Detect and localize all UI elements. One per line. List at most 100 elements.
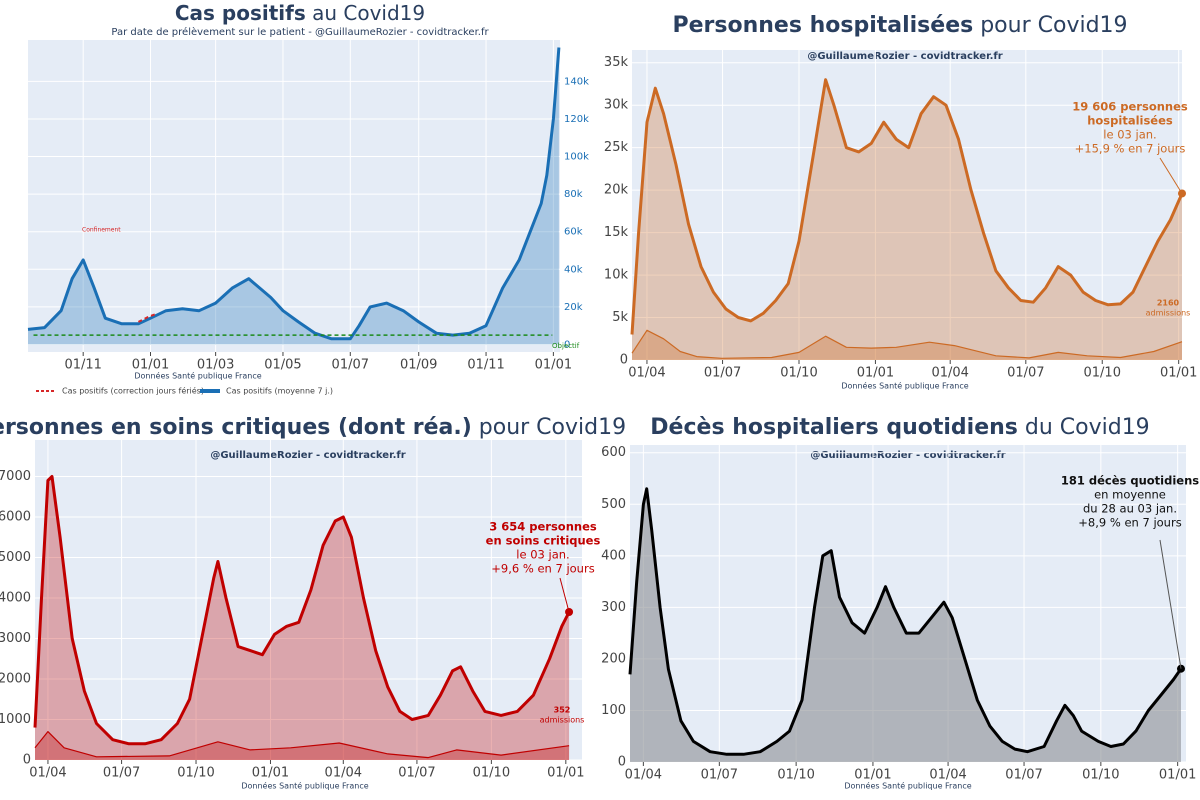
- source: Données Santé publique France: [241, 781, 368, 791]
- y-tick-label: 400: [601, 548, 626, 563]
- y-tick-label: 60k: [564, 227, 583, 238]
- x-tick-label: 01/04: [628, 366, 665, 381]
- annotation: Objectif: [552, 342, 580, 350]
- title-rest: au Covid19: [306, 1, 425, 25]
- x-tick-label: 01/11: [467, 358, 504, 373]
- title-bold: Cas positifs: [175, 1, 306, 25]
- x-tick-label: 01/07: [398, 766, 435, 781]
- y-tick-label: 20k: [604, 183, 629, 198]
- x-tick-label: 01/07: [1005, 768, 1042, 783]
- y-tick-label: 200: [601, 651, 626, 666]
- y-tick-label: 3000: [0, 631, 31, 646]
- annotation: du 28 au 03 jan.: [1083, 502, 1177, 516]
- annotation: le 03 jan.: [1103, 128, 1156, 142]
- title-bold: Personnes hospitalisées: [672, 13, 973, 38]
- legend-label: Cas positifs (moyenne 7 j.): [226, 387, 333, 396]
- title-bold: Décès hospitaliers quotidiens: [650, 415, 1018, 440]
- annotation: en moyenne: [1094, 488, 1166, 502]
- title-rest: pour Covid19: [973, 13, 1127, 38]
- x-tick-label: 01/07: [103, 766, 140, 781]
- annotation: hospitalisées: [1087, 114, 1173, 128]
- chart-title: Personnes en soins critiques (dont réa.)…: [0, 415, 626, 440]
- y-tick-label: 4000: [0, 590, 31, 605]
- annotation: +8,9 % en 7 jours: [1078, 516, 1181, 530]
- source: Données Santé publique France: [841, 381, 968, 391]
- y-tick-label: 500: [601, 497, 626, 512]
- annotation: 3 654 personnes: [489, 520, 597, 534]
- plot-background: [28, 40, 560, 352]
- x-tick-label: 01/07: [704, 366, 741, 381]
- x-tick-label: 01/10: [777, 768, 814, 783]
- x-tick-label: 01/07: [1007, 366, 1044, 381]
- admissions-label: admissions: [540, 716, 585, 725]
- x-tick-label: 01/01: [857, 366, 894, 381]
- x-tick-label: 01/10: [780, 366, 817, 381]
- y-tick-label: 120k: [564, 114, 589, 125]
- line: [34, 731, 570, 759]
- y-tick-label: 10k: [604, 268, 629, 283]
- y-tick-label: 0: [23, 753, 31, 768]
- x-tick-label: 01/01: [535, 358, 572, 373]
- x-tick-label: 01/10: [473, 766, 510, 781]
- title-rest: du Covid19: [1018, 415, 1150, 440]
- y-tick-label: 7000: [0, 469, 31, 484]
- y-tick-label: 5k: [612, 310, 628, 325]
- subtitle: @GuillaumeRozier - covidtracker.fr: [210, 450, 405, 461]
- line: [137, 313, 156, 323]
- x-tick-label: 01/10: [1084, 366, 1121, 381]
- x-tick-label: 01/10: [1082, 768, 1119, 783]
- annotation: +15,9 % en 7 jours: [1075, 142, 1186, 156]
- y-tick-label: 25k: [604, 140, 629, 155]
- x-tick-label: 01/01: [854, 768, 891, 783]
- annotation-arrow: [1159, 539, 1182, 669]
- admissions-label: admissions: [1146, 309, 1191, 318]
- area: [35, 731, 570, 760]
- x-tick-label: 01/04: [29, 766, 66, 781]
- x-tick-label: 01/03: [197, 358, 234, 373]
- x-tick-label: 01/07: [332, 358, 369, 373]
- chart-title: Cas positifs au Covid19: [175, 1, 425, 25]
- y-tick-label: 5000: [0, 550, 31, 565]
- y-tick-label: 15k: [604, 225, 629, 240]
- x-tick-label: 01/04: [929, 768, 966, 783]
- area: [35, 476, 570, 760]
- x-tick-label: 01/01: [547, 766, 584, 781]
- title-rest: pour Covid19: [472, 415, 626, 440]
- x-tick-label: 01/04: [325, 766, 362, 781]
- subtitle: Par date de prélèvement sur le patient -…: [111, 26, 489, 38]
- chart-title: Décès hospitaliers quotidiens du Covid19: [650, 415, 1149, 440]
- x-tick-label: 01/05: [264, 358, 301, 373]
- subtitle: @GuillaumeRozier - covidtracker.fr: [807, 51, 1002, 62]
- annotation-arrow: [559, 577, 570, 613]
- y-tick-label: 600: [601, 445, 626, 460]
- annotation: +9,6 % en 7 jours: [491, 562, 594, 576]
- x-tick-label: 01/01: [1159, 768, 1196, 783]
- legend-label: Cas positifs (correction jours fériés): [62, 386, 204, 396]
- y-tick-label: 0: [564, 339, 570, 350]
- annotation: Confinement: [82, 227, 121, 234]
- y-tick-label: 100: [601, 703, 626, 718]
- y-tick-label: 35k: [604, 55, 629, 70]
- x-tick-label: 01/01: [252, 766, 289, 781]
- y-tick-label: 2000: [0, 671, 31, 686]
- y-tick-label: 0: [620, 353, 628, 368]
- source: Données Santé publique France: [134, 371, 261, 381]
- area: [630, 488, 1181, 762]
- y-tick-label: 0: [618, 755, 626, 770]
- admissions-label: 2160: [1157, 299, 1180, 308]
- y-tick-label: 300: [601, 600, 626, 615]
- y-tick-label: 20k: [564, 302, 583, 313]
- line: [628, 487, 1183, 756]
- chart-title: Personnes hospitalisées pour Covid19: [672, 13, 1127, 38]
- line: [631, 329, 1183, 359]
- area: [632, 330, 1182, 360]
- x-tick-label: 01/04: [931, 366, 968, 381]
- annotation-arrow: [1159, 157, 1183, 194]
- x-tick-label: 01/10: [177, 766, 214, 781]
- admissions-label: 352: [554, 706, 571, 715]
- x-tick-label: 01/07: [701, 768, 738, 783]
- x-tick-label: 01/01: [1160, 366, 1197, 381]
- annotation: le 03 jan.: [516, 548, 569, 562]
- y-tick-label: 100k: [564, 152, 589, 163]
